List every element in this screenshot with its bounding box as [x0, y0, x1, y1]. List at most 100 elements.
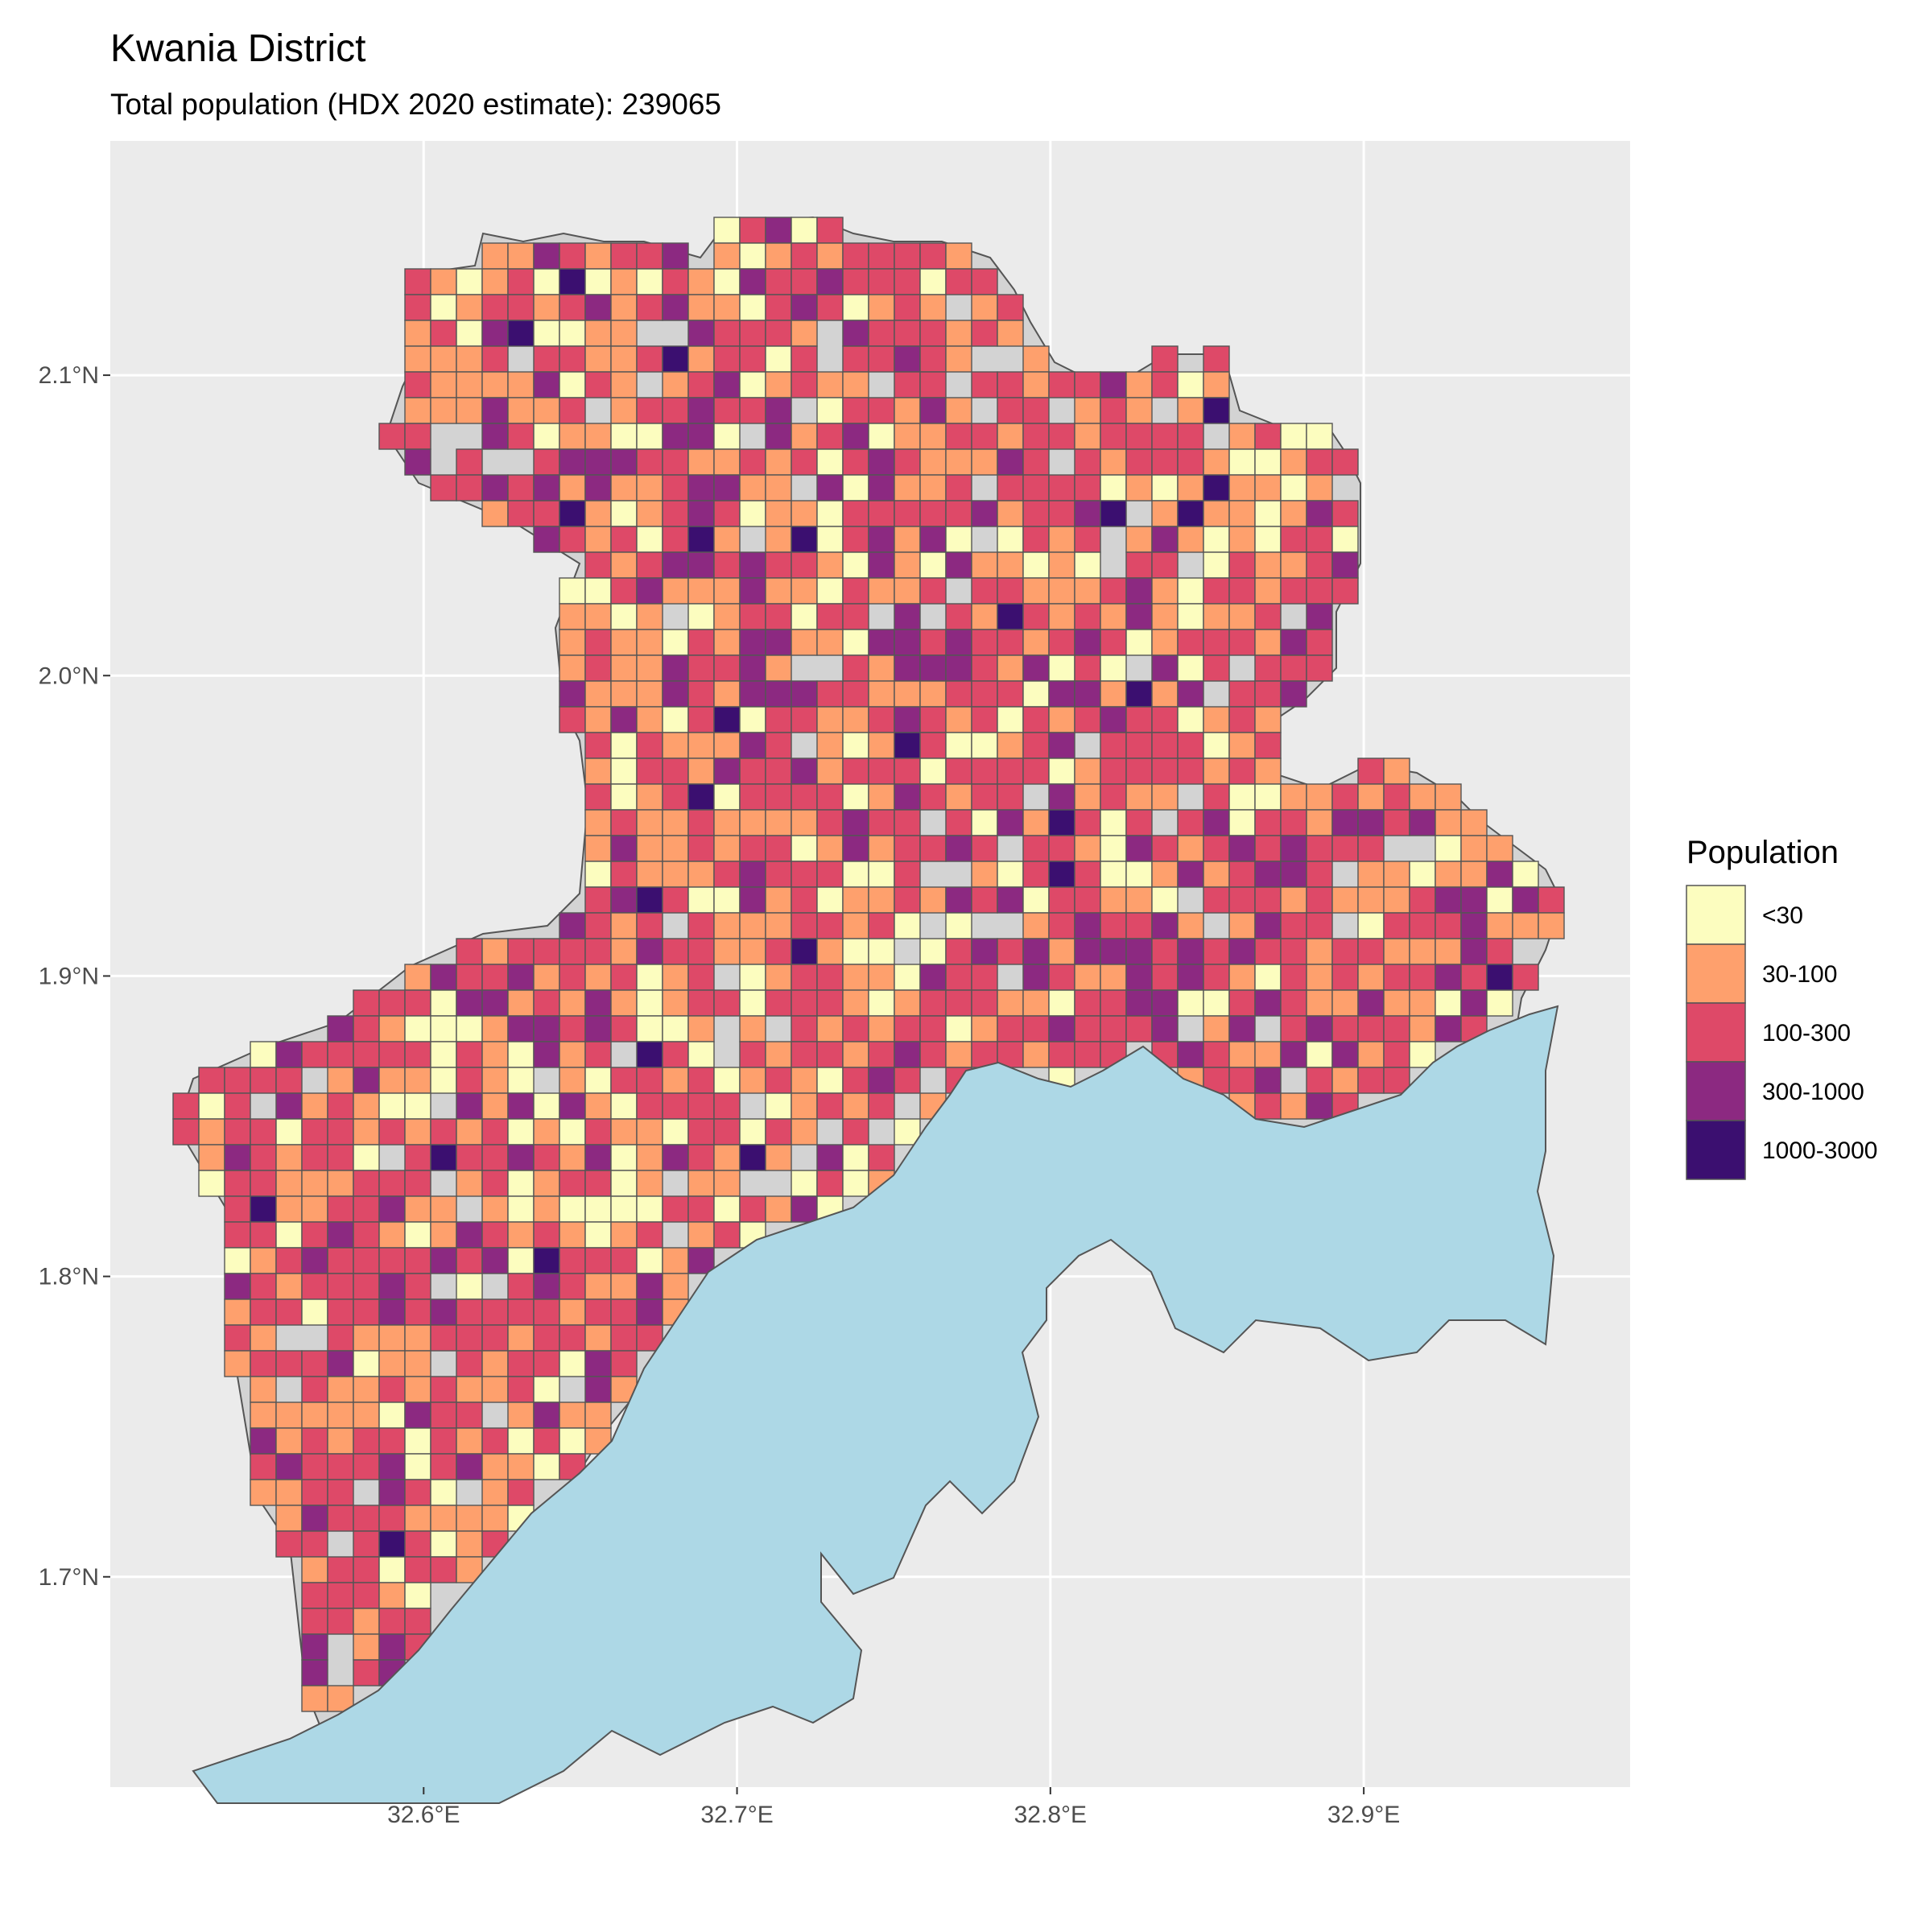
population-cell — [636, 989, 663, 1017]
population-cell — [198, 1144, 225, 1171]
population-cell — [1306, 809, 1333, 836]
population-cell — [1100, 500, 1127, 527]
population-cell — [687, 423, 715, 450]
population-cell — [971, 551, 998, 579]
population-cell — [224, 1324, 251, 1352]
population-cell — [894, 835, 921, 862]
population-cell — [765, 1118, 792, 1146]
population-cell — [559, 629, 586, 656]
population-cell — [662, 1041, 689, 1068]
population-cell — [610, 1273, 638, 1300]
population-cell — [1022, 654, 1050, 682]
population-cell — [1125, 835, 1153, 862]
population-cell — [559, 526, 586, 553]
population-cell — [507, 1221, 535, 1249]
population-cell — [327, 1067, 354, 1094]
population-cell — [1074, 809, 1101, 836]
population-cell — [1254, 732, 1282, 759]
population-cell — [636, 526, 663, 553]
population-cell — [559, 1118, 586, 1146]
population-cell — [1254, 500, 1282, 527]
population-cell — [1306, 448, 1333, 476]
population-cell — [739, 603, 766, 630]
population-cell — [610, 886, 638, 914]
population-cell — [610, 989, 638, 1017]
population-cell — [610, 783, 638, 811]
population-cell — [1331, 1067, 1359, 1094]
population-cell — [636, 912, 663, 939]
population-cell — [353, 1505, 380, 1532]
population-cell — [842, 577, 869, 605]
population-cell — [997, 809, 1024, 836]
population-cell — [894, 397, 921, 424]
population-cell — [1100, 371, 1127, 398]
population-cell — [275, 1247, 303, 1274]
population-cell — [404, 1067, 431, 1094]
population-cell — [1538, 886, 1565, 914]
population-cell — [584, 886, 612, 914]
population-cell — [1151, 732, 1179, 759]
population-cell — [1022, 835, 1050, 862]
population-cell — [1151, 680, 1179, 708]
population-cell — [816, 474, 844, 502]
population-cell — [1100, 680, 1127, 708]
population-cell — [559, 242, 586, 270]
population-cell — [610, 1350, 638, 1377]
population-cell — [1022, 989, 1050, 1017]
population-cell — [1331, 783, 1359, 811]
population-cell — [1306, 938, 1333, 965]
population-cell — [894, 1041, 921, 1068]
population-cell — [404, 1530, 431, 1558]
population-cell — [1486, 886, 1513, 914]
population-cell — [1048, 526, 1075, 553]
population-cell — [1125, 964, 1153, 991]
population-cell — [301, 1633, 328, 1661]
population-cell — [1254, 423, 1282, 450]
population-cell — [610, 1247, 638, 1274]
population-cell — [1100, 783, 1127, 811]
population-cell — [997, 680, 1024, 708]
population-cell — [1254, 886, 1282, 914]
population-cell — [739, 1118, 766, 1146]
population-cell — [842, 448, 869, 476]
population-cell — [791, 242, 818, 270]
population-cell — [687, 294, 715, 321]
population-cell — [378, 1556, 406, 1583]
population-cell — [662, 1092, 689, 1120]
population-cell — [662, 732, 689, 759]
population-cell — [584, 474, 612, 502]
population-cell — [1203, 758, 1230, 785]
population-cell — [456, 1530, 483, 1558]
population-cell — [1357, 989, 1385, 1017]
population-cell — [275, 1453, 303, 1480]
population-cell — [636, 345, 663, 373]
population-cell — [739, 268, 766, 295]
population-cell — [713, 989, 741, 1017]
population-cell — [971, 809, 998, 836]
population-cell — [584, 551, 612, 579]
population-cell — [662, 1067, 689, 1094]
population-cell — [1100, 835, 1127, 862]
population-cell — [1383, 1067, 1410, 1094]
population-cell — [1280, 448, 1307, 476]
population-cell — [1228, 989, 1256, 1017]
population-cell — [559, 912, 586, 939]
population-cell — [559, 1221, 586, 1249]
population-cell — [327, 1376, 354, 1403]
population-cell — [1074, 835, 1101, 862]
population-cell — [1409, 989, 1436, 1017]
population-cell — [1048, 371, 1075, 398]
population-cell — [610, 423, 638, 450]
population-cell — [713, 809, 741, 836]
population-cell — [868, 835, 895, 862]
population-cell — [1435, 809, 1462, 836]
population-cell — [404, 1505, 431, 1532]
population-cell — [739, 758, 766, 785]
population-cell — [1228, 551, 1256, 579]
population-cell — [713, 1144, 741, 1171]
population-cell — [791, 1041, 818, 1068]
population-cell — [868, 423, 895, 450]
population-cell — [739, 809, 766, 836]
population-cell — [224, 1221, 251, 1249]
population-cell — [1435, 989, 1462, 1017]
